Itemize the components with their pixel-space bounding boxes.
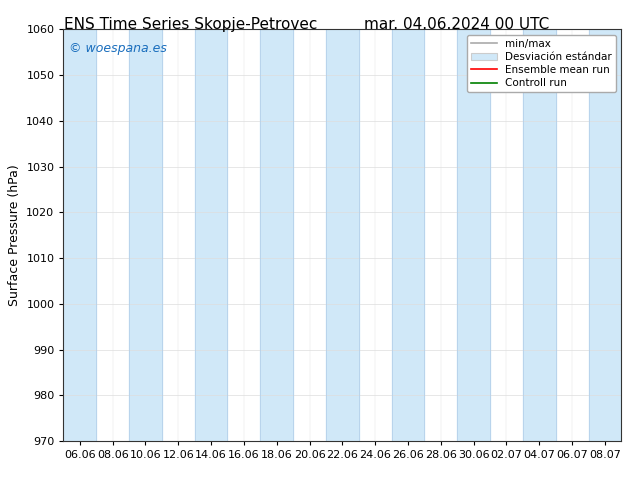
Legend: min/max, Desviación estándar, Ensemble mean run, Controll run: min/max, Desviación estándar, Ensemble m… xyxy=(467,35,616,92)
Bar xyxy=(326,29,359,441)
Bar xyxy=(63,29,96,441)
Bar xyxy=(588,29,621,441)
Bar xyxy=(195,29,228,441)
Y-axis label: Surface Pressure (hPa): Surface Pressure (hPa) xyxy=(8,164,21,306)
Text: © woespana.es: © woespana.es xyxy=(69,42,167,55)
Bar xyxy=(457,29,490,441)
Bar xyxy=(129,29,162,441)
Bar xyxy=(523,29,555,441)
Text: ENS Time Series Skopje-Petrovec: ENS Time Series Skopje-Petrovec xyxy=(63,17,317,32)
Bar xyxy=(392,29,424,441)
Bar xyxy=(261,29,293,441)
Text: mar. 04.06.2024 00 UTC: mar. 04.06.2024 00 UTC xyxy=(364,17,549,32)
